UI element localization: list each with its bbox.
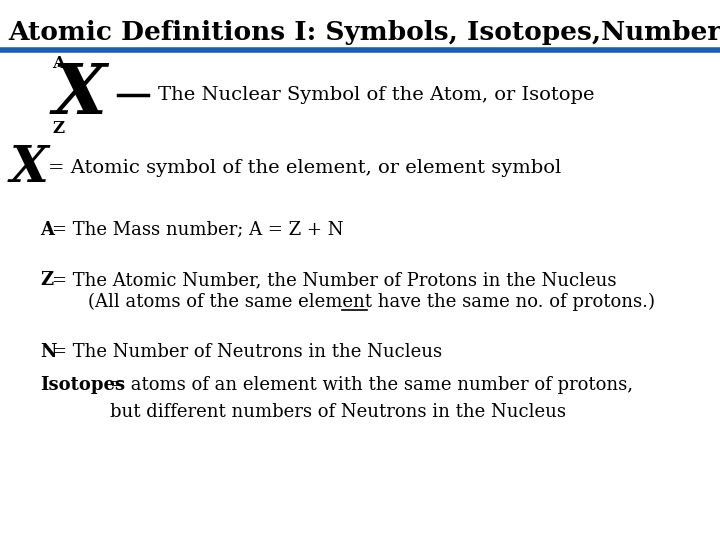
Text: Atomic Definitions I: Symbols, Isotopes,Numbers: Atomic Definitions I: Symbols, Isotopes,… <box>8 20 720 45</box>
Text: = The Number of Neutrons in the Nucleus: = The Number of Neutrons in the Nucleus <box>52 343 442 361</box>
Text: A: A <box>40 221 54 239</box>
Text: X: X <box>10 144 49 192</box>
Text: Isotopes: Isotopes <box>40 376 125 394</box>
Text: The Nuclear Symbol of the Atom, or Isotope: The Nuclear Symbol of the Atom, or Isoto… <box>158 86 595 104</box>
Text: but different numbers of Neutrons in the Nucleus: but different numbers of Neutrons in the… <box>110 403 566 421</box>
Text: Z: Z <box>52 120 64 137</box>
Text: (All atoms of the same element have the same no. of protons.): (All atoms of the same element have the … <box>88 293 655 311</box>
Text: = Atomic symbol of the element, or element symbol: = Atomic symbol of the element, or eleme… <box>48 159 562 177</box>
Text: = The Mass number; A = Z + N: = The Mass number; A = Z + N <box>52 221 343 239</box>
Text: N: N <box>40 343 56 361</box>
Text: Z: Z <box>40 271 53 289</box>
Text: = The Atomic Number, the Number of Protons in the Nucleus: = The Atomic Number, the Number of Proto… <box>52 271 616 289</box>
Text: X: X <box>53 61 107 129</box>
Text: A: A <box>52 55 65 72</box>
Text: = atoms of an element with the same number of protons,: = atoms of an element with the same numb… <box>110 376 633 394</box>
